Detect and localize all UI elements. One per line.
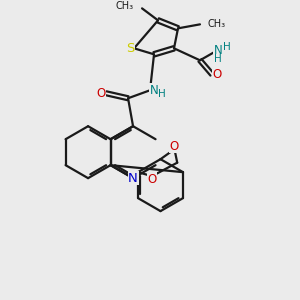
Text: H: H (214, 54, 222, 64)
Text: CH₃: CH₃ (116, 2, 134, 11)
Text: O: O (97, 87, 106, 100)
Text: N: N (128, 172, 138, 185)
Text: O: O (170, 140, 179, 153)
Text: O: O (147, 173, 157, 186)
Text: N: N (214, 44, 222, 57)
Text: H: H (223, 42, 231, 52)
Text: CH₃: CH₃ (208, 19, 226, 29)
Text: N: N (150, 84, 158, 97)
Text: S: S (126, 42, 134, 55)
Text: H: H (158, 89, 166, 99)
Text: O: O (212, 68, 222, 81)
